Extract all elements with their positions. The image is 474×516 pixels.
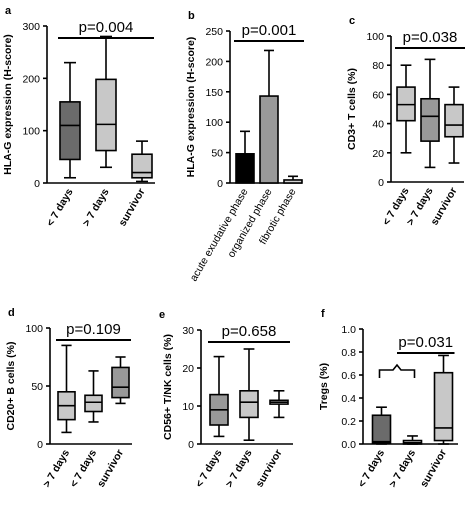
bar [235, 153, 255, 184]
y-tick-label: 0.6 [341, 370, 356, 382]
y-tick-label: 0.2 [341, 416, 356, 428]
y-tick-label: 0 [378, 177, 384, 189]
y-tick-label: 150 [205, 87, 223, 99]
x-tick-label: > 7 days [223, 447, 254, 489]
y-tick-label: 40 [372, 119, 384, 131]
panel-letter: c [349, 15, 355, 27]
y-tick-label: 100 [22, 126, 40, 138]
x-tick-label: survivor [116, 187, 147, 229]
y-axis-label: Tregs (%) [318, 363, 330, 410]
p-value: p=0.001 [242, 22, 297, 39]
x-tick-label: < 7 days [193, 447, 224, 489]
x-tick-label: survivor [253, 448, 284, 490]
p-value: p=0.004 [79, 19, 134, 36]
panel-a: a 0 100 200 300 HLA-G expression (H-score) < 7… [2, 5, 155, 229]
y-tick-label: 0 [37, 439, 43, 451]
y-tick-label: 0.4 [341, 393, 356, 405]
y-tick-label: 0 [34, 178, 40, 190]
y-tick-label: 200 [205, 56, 223, 68]
box [84, 394, 103, 413]
box [433, 371, 454, 442]
p-value: p=0.109 [66, 321, 121, 338]
y-axis-label: CD20+ B cells (%) [5, 342, 17, 431]
y-axis-label: HLA-G expression (H-score) [2, 34, 14, 175]
y-tick-label: 200 [22, 73, 40, 85]
y-tick-label: 1.0 [341, 324, 356, 336]
y-tick-label: 50 [211, 148, 223, 160]
y-tick-label: 0.8 [341, 347, 356, 359]
y-tick-label: 10 [182, 401, 194, 413]
y-tick-label: 50 [31, 381, 43, 393]
box [444, 103, 464, 138]
y-tick-label: 30 [182, 325, 194, 337]
panel-letter: d [8, 307, 15, 319]
x-tick-label: > 7 days [387, 447, 418, 489]
p-value: p=0.031 [398, 334, 453, 351]
group-bracket [378, 363, 416, 378]
bar [283, 179, 303, 184]
y-tick-label: 250 [205, 26, 223, 38]
x-tick-label: survivor [418, 448, 449, 490]
y-tick-label: 100 [25, 323, 43, 335]
y-tick-label: 0 [188, 439, 194, 451]
box [239, 389, 259, 419]
panel-letter: f [321, 308, 325, 320]
panel-letter: a [5, 5, 12, 17]
box [371, 414, 392, 444]
x-tick-label: < 7 days [44, 186, 75, 228]
box [95, 78, 117, 152]
y-tick-label: 20 [372, 148, 384, 160]
y-axis-label: CD3+ T cells (%) [346, 68, 358, 150]
y-tick-label: 80 [372, 60, 384, 72]
box [131, 153, 153, 179]
y-axis-label: HLA-G expression (H-score) [185, 37, 197, 178]
y-tick-label: 20 [182, 363, 194, 375]
p-value: p=0.658 [222, 323, 277, 340]
x-tick-label: > 7 days [80, 186, 111, 228]
panel-letter: b [188, 10, 195, 22]
y-tick-label: 60 [372, 89, 384, 101]
bar [259, 95, 279, 184]
box [111, 366, 130, 399]
panel-e: e 0 10 20 30 CD56+ T/NK cells (%) < 7 days> 7 … [159, 309, 293, 490]
box [59, 101, 81, 161]
panel-f: f 0.0 0.2 0.4 0.6 0.8 1.0 Tregs (%) < 7 days > 7 … [318, 308, 458, 490]
x-tick-label: < 7 days [356, 447, 387, 489]
panel-b: b 0 50 100 150 200 250 HLA-G expression (H-scor… [185, 10, 304, 284]
y-tick-label: 300 [22, 21, 40, 33]
panel-letter: e [159, 309, 165, 321]
box [420, 97, 440, 142]
x-tick-label: survivor [95, 448, 126, 490]
p-value: p=0.038 [403, 29, 458, 46]
y-axis-label: CD56+ T/NK cells (%) [162, 334, 174, 440]
y-tick-label: 0 [217, 178, 223, 190]
y-tick-label: 100 [205, 117, 223, 129]
y-tick-label: 100 [366, 31, 384, 43]
y-tick-label: 0.0 [341, 439, 356, 451]
